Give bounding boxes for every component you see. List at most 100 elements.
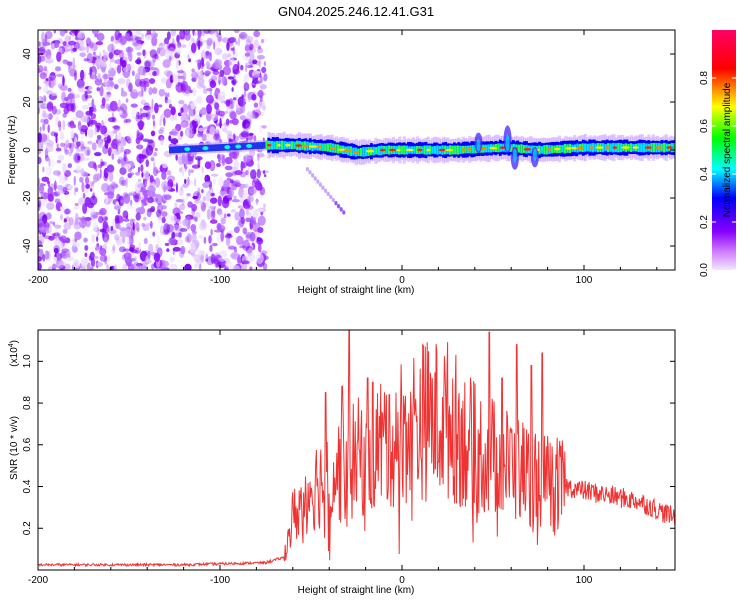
noise-speck	[249, 266, 253, 270]
noise-speck	[90, 153, 93, 163]
noise-speck	[240, 104, 246, 114]
spectrogram-weak-trace	[305, 167, 346, 215]
band-hotspot	[466, 148, 472, 151]
noise-speck	[161, 260, 170, 268]
noise-speck	[64, 149, 70, 155]
noise-speck	[144, 180, 151, 188]
noise-speck	[154, 177, 161, 188]
noise-speck	[140, 164, 144, 172]
noise-speck	[147, 250, 151, 260]
noise-speck	[137, 120, 145, 128]
noise-speck	[259, 84, 267, 90]
noise-speck	[205, 60, 211, 67]
noise-speck	[223, 179, 231, 187]
noise-speck	[108, 229, 117, 235]
spectrogram-band-layer	[169, 125, 675, 170]
noise-speck	[66, 46, 70, 50]
noise-speck	[262, 170, 266, 175]
noise-speck	[57, 120, 62, 128]
band-core	[293, 141, 296, 149]
noise-speck	[90, 211, 99, 220]
noise-speck	[161, 267, 170, 270]
noise-speck	[58, 236, 64, 241]
band-core	[423, 145, 426, 155]
noise-speck	[253, 30, 261, 38]
noise-speck	[128, 82, 133, 92]
band-core	[540, 146, 544, 154]
noise-speck	[210, 75, 218, 82]
noise-speck	[48, 159, 56, 168]
noise-speck	[45, 212, 52, 220]
noise-speck	[106, 135, 112, 144]
noise-speck	[201, 166, 204, 174]
noise-speck	[245, 123, 251, 130]
noise-speck	[136, 57, 142, 65]
noise-speck	[90, 188, 93, 192]
noise-speck	[202, 181, 211, 189]
noise-speck	[127, 237, 130, 246]
noise-speck	[42, 38, 47, 49]
band-body	[182, 145, 185, 153]
band-core	[326, 143, 330, 152]
noise-speck	[184, 178, 187, 185]
noise-speck	[152, 120, 156, 127]
noise-speck	[230, 251, 239, 260]
noise-speck	[158, 204, 163, 210]
spectrogram-x-tick-label: -100	[210, 275, 230, 286]
noise-speck	[191, 207, 196, 217]
band-core	[609, 143, 612, 152]
noise-speck	[68, 151, 72, 157]
band-body	[193, 145, 196, 153]
noise-speck	[211, 242, 218, 247]
noise-speck	[106, 164, 115, 173]
noise-speck	[206, 129, 210, 135]
noise-speck	[49, 72, 56, 81]
trace-point	[342, 210, 346, 215]
noise-speck	[100, 125, 108, 135]
noise-speck	[244, 52, 251, 57]
noise-speck	[38, 177, 41, 185]
noise-speck	[254, 73, 262, 79]
noise-speck	[46, 90, 53, 95]
band-hotspot	[523, 147, 532, 151]
noise-speck	[213, 229, 222, 233]
noise-speck	[152, 166, 159, 177]
noise-speck	[38, 65, 44, 73]
noise-speck	[116, 64, 122, 74]
noise-speck	[187, 104, 192, 110]
noise-speck	[111, 247, 116, 255]
band-hotspot	[426, 148, 431, 152]
noise-speck	[186, 233, 192, 244]
noise-speck	[177, 238, 184, 246]
noise-speck	[38, 256, 43, 262]
noise-speck	[195, 59, 204, 63]
noise-speck	[69, 68, 77, 77]
noise-speck	[122, 237, 125, 244]
band-body	[241, 143, 244, 150]
band-body	[210, 144, 214, 152]
noise-speck	[163, 223, 170, 235]
noise-speck	[89, 251, 95, 261]
band-hotspot	[405, 148, 414, 152]
noise-speck	[230, 47, 235, 51]
noise-speck	[103, 72, 108, 82]
snr-y-label: SNR (10 * v/v)	[9, 416, 20, 480]
noise-speck	[68, 142, 72, 149]
noise-speck	[188, 41, 192, 48]
noise-speck	[48, 78, 52, 88]
noise-speck	[243, 154, 252, 163]
noise-speck	[207, 64, 214, 68]
noise-speck	[187, 180, 194, 185]
noise-speck	[156, 47, 161, 55]
snr-x-tick-label: -200	[28, 575, 48, 586]
noise-speck	[89, 41, 94, 49]
noise-speck	[161, 205, 167, 210]
noise-speck	[177, 112, 182, 117]
noise-speck	[83, 115, 90, 124]
noise-speck	[99, 85, 104, 97]
noise-speck	[215, 127, 219, 134]
noise-speck	[93, 162, 97, 170]
band-hotspot	[285, 143, 291, 147]
